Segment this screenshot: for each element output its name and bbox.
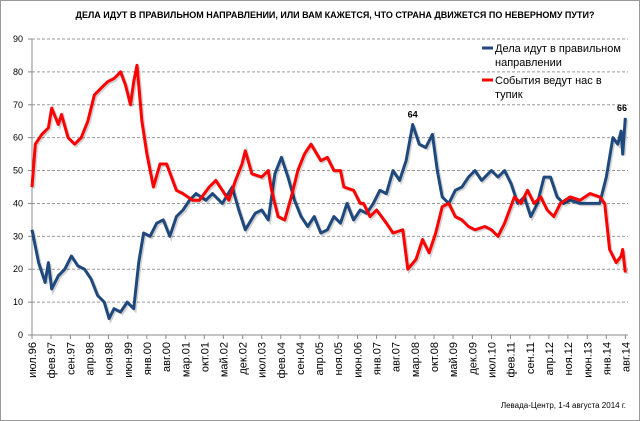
x-tick-label: авг.14 (620, 342, 632, 372)
x-tick-label: окт.08 (429, 342, 441, 372)
x-tick-label: ноя.12 (563, 342, 575, 375)
y-tick-label: 20 (13, 264, 23, 274)
x-tick-label: июн.13 (582, 342, 594, 378)
x-tick-label: ноя.05 (333, 342, 345, 375)
y-tick-label: 0 (18, 330, 23, 340)
chart-title: ДЕЛА ИДУТ В ПРАВИЛЬНОМ НАПРАВЛЕНИИ, ИЛИ … (76, 10, 595, 20)
x-tick-label: июл.03 (257, 342, 269, 378)
y-tick-label: 60 (13, 133, 23, 143)
x-tick-label: мар.01 (180, 342, 192, 377)
x-tick-label: авг.07 (391, 342, 403, 372)
legend: Дела идут в правильном направлении Событи… (482, 43, 621, 101)
x-tick-label: июл.96 (27, 342, 39, 378)
x-tick-label: окт.01 (199, 342, 211, 372)
legend-line-1: События ведут нас в (495, 75, 602, 87)
y-tick-label: 40 (13, 198, 23, 208)
x-tick-label: май.09 (448, 342, 460, 377)
x-tick-label: дек.02 (238, 342, 250, 375)
x-tick-label: авг.00 (161, 342, 173, 372)
series-line-right-direction (30, 117, 627, 321)
x-tick-label: фев.97 (46, 342, 58, 378)
x-tick-label: июн.99 (123, 342, 135, 378)
x-tick-label: апр.98 (84, 342, 96, 375)
x-tick-label: фев.11 (505, 342, 517, 378)
x-tick-label: май.02 (218, 342, 230, 377)
y-tick-label: 80 (13, 67, 23, 77)
x-tick-label: сен.11 (525, 342, 537, 374)
x-tick-label: янв.00 (142, 342, 154, 375)
x-tick-label: дек.09 (467, 342, 479, 375)
x-tick-label: апр.05 (314, 342, 326, 375)
legend-line-2: направлении (495, 57, 562, 69)
x-tick-label: сен.04 (295, 342, 307, 375)
data-label: 64 (408, 110, 418, 120)
source-note: Левада-Центр, 1-4 августа 2014 г. (501, 401, 626, 410)
y-tick-label: 50 (13, 166, 23, 176)
x-tick-label: апр.12 (544, 342, 556, 375)
series-line-dead-end (30, 63, 627, 273)
x-tick-label: янв.07 (372, 342, 384, 375)
legend-label-dead-end: События ведут нас в тупик (495, 75, 602, 101)
legend-label-right-direction: Дела идут в правильном направлении (495, 43, 621, 69)
y-tick-label: 30 (13, 231, 23, 241)
x-tick-label: мар.08 (410, 342, 422, 377)
y-tick-label: 10 (13, 297, 23, 307)
x-tick-label: июн.06 (353, 342, 365, 378)
legend-line-2: тупик (495, 89, 523, 101)
y-tick-label: 70 (13, 100, 23, 110)
legend-line-1: Дела идут в правильном (495, 43, 621, 55)
x-tick-label: фев.04 (276, 342, 288, 378)
x-tick-label: июл.10 (486, 342, 498, 378)
x-tick-label: ноя.98 (103, 342, 115, 375)
x-tick-label: янв.14 (601, 342, 613, 375)
data-label: 66 (617, 103, 627, 113)
x-tick-label: сен.97 (65, 342, 77, 375)
y-tick-label: 90 (13, 34, 23, 44)
